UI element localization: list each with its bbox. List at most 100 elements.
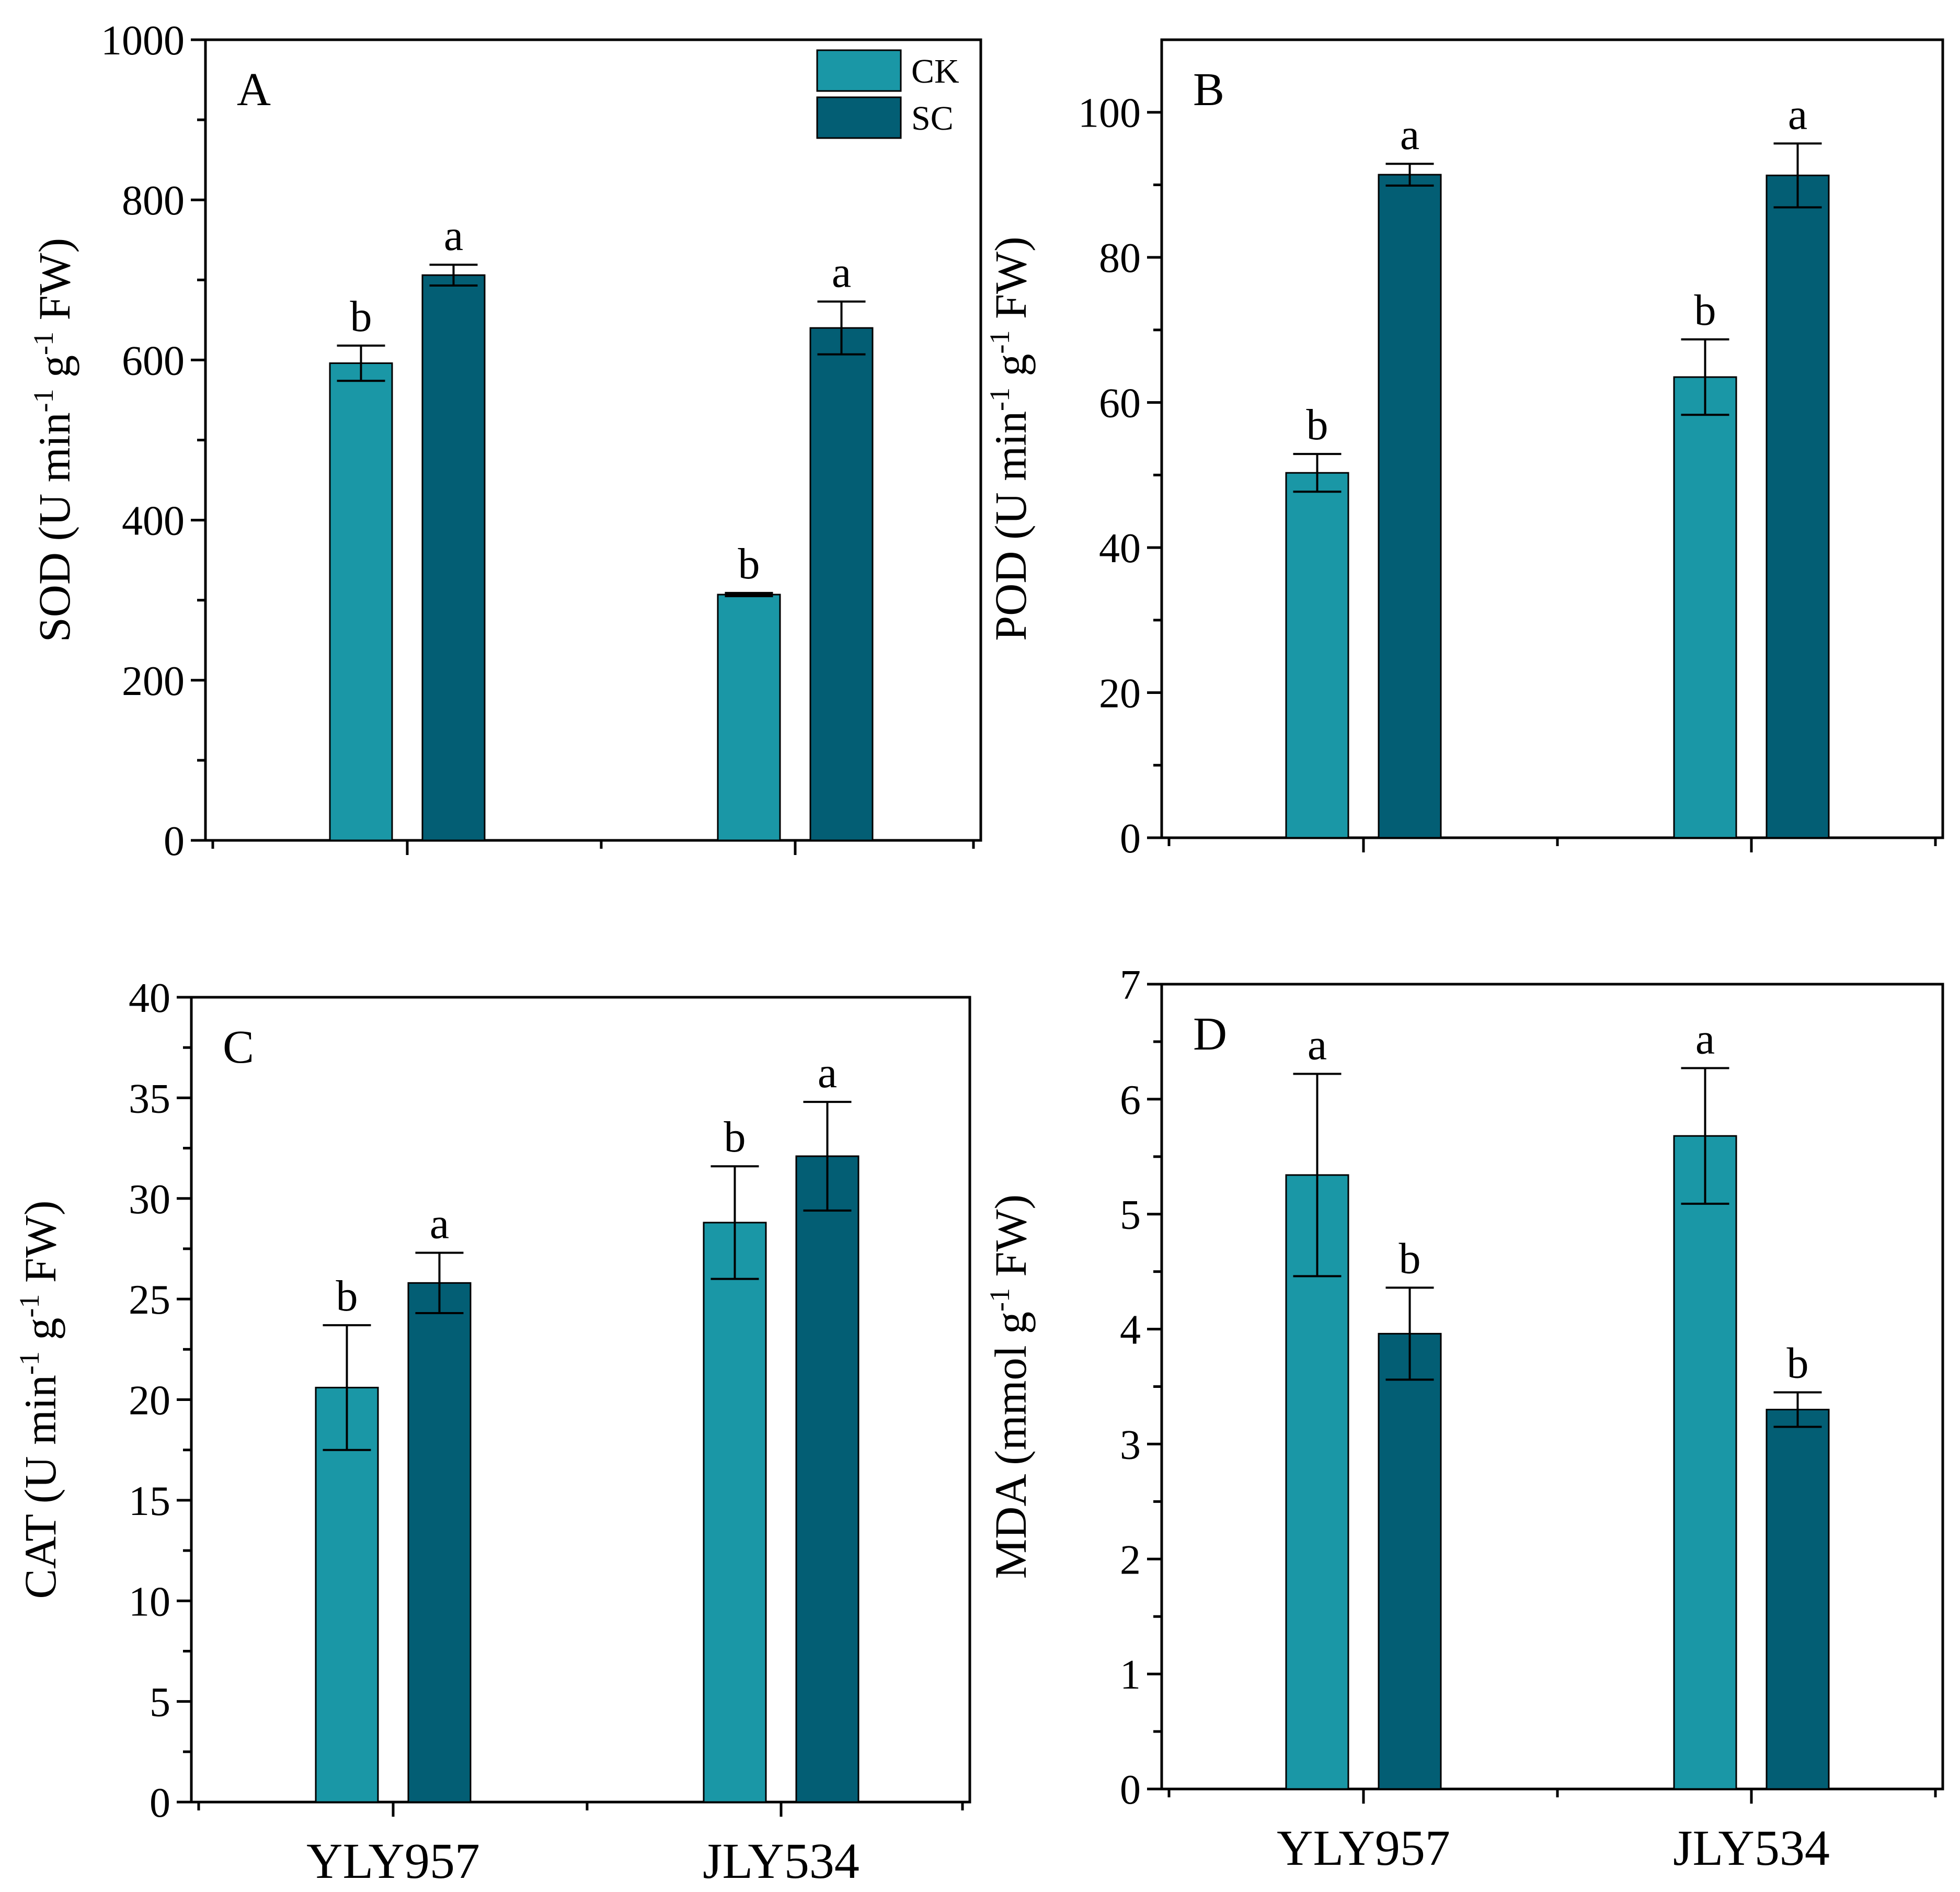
y-axis-title-superscript: -1	[28, 389, 59, 413]
bar-ck	[1285, 1174, 1349, 1790]
panel-letter: A	[237, 64, 271, 116]
y-tick-label: 0	[164, 818, 185, 864]
y-tick-label: 3	[1120, 1422, 1141, 1468]
bar-sc	[407, 1282, 472, 1803]
y-tick-label: 200	[122, 658, 185, 704]
y-axis-title-part: MDA (mmol g	[985, 1312, 1036, 1579]
significance-letter: b	[1787, 1339, 1809, 1387]
legend-label: SC	[911, 99, 954, 138]
bar-ck	[703, 1222, 767, 1803]
bar-ck	[315, 1386, 379, 1803]
y-tick-label: 35	[129, 1076, 170, 1122]
y-tick-label: 600	[122, 338, 185, 384]
y-tick-label: 40	[1099, 526, 1141, 572]
y-axis-title-superscript: -1	[984, 330, 1015, 354]
x-category-label: YLY957	[1277, 1820, 1450, 1876]
legend-label: CK	[911, 52, 959, 90]
y-axis-title-part: CAT (U min	[15, 1375, 65, 1599]
y-axis-title-superscript: -1	[28, 332, 59, 355]
y-axis-title-superscript: -1	[14, 1351, 45, 1375]
y-axis-title-part: g	[985, 354, 1036, 388]
x-category-label: JLY534	[1673, 1820, 1830, 1876]
significance-letter: b	[1399, 1234, 1421, 1283]
bar-ck	[329, 362, 393, 841]
bar-sc	[1378, 1332, 1442, 1790]
panel-letter: C	[223, 1021, 254, 1073]
bar-sc	[1766, 1408, 1830, 1790]
significance-letter: a	[832, 248, 851, 297]
significance-letter: a	[430, 1200, 449, 1248]
y-tick-label: 800	[122, 178, 185, 224]
y-axis-title: POD (U min-1 g-1 FW)	[984, 236, 1036, 641]
y-axis-title-superscript: -1	[14, 1294, 45, 1318]
bar-ck	[1285, 472, 1349, 839]
y-tick-label: 5	[1120, 1192, 1141, 1238]
y-tick-label: 30	[129, 1177, 170, 1223]
y-tick-label: 20	[1099, 671, 1141, 717]
bar-sc	[1766, 174, 1830, 839]
significance-letter: b	[738, 540, 760, 588]
y-axis-title-part: g	[15, 1318, 65, 1352]
significance-letter: a	[1400, 110, 1419, 159]
y-tick-label: 10	[129, 1579, 170, 1625]
y-tick-label: 1	[1120, 1652, 1141, 1698]
x-category-label: YLY957	[306, 1833, 480, 1889]
y-axis-title-part: g	[29, 355, 79, 389]
panel-letter: B	[1193, 64, 1224, 116]
significance-letter: b	[350, 292, 372, 341]
bar-sc	[421, 274, 486, 841]
significance-letter: a	[818, 1048, 837, 1097]
significance-letter: b	[1306, 401, 1328, 449]
y-axis-title-part: POD (U min	[985, 411, 1036, 641]
y-tick-label: 400	[122, 498, 185, 544]
significance-letter: a	[1695, 1015, 1715, 1063]
panel-letter: D	[1193, 1008, 1227, 1060]
bar-ck	[1673, 1135, 1737, 1790]
y-tick-label: 0	[150, 1780, 170, 1826]
y-tick-label: 15	[129, 1478, 170, 1524]
y-axis-title: SOD (U min-1 g-1 FW)	[28, 238, 79, 642]
significance-letter: b	[1694, 286, 1716, 335]
y-tick-label: 80	[1099, 235, 1141, 281]
y-axis-title-part: FW)	[985, 1194, 1036, 1288]
y-axis-title-part: FW)	[15, 1200, 65, 1294]
y-tick-label: 20	[129, 1378, 170, 1424]
y-axis-title-superscript: -1	[984, 1288, 1015, 1312]
y-tick-label: 40	[129, 975, 170, 1021]
bar-ck	[717, 594, 781, 841]
y-tick-label: 25	[129, 1277, 170, 1323]
y-axis-title-part: FW)	[985, 236, 1036, 330]
y-axis-title-superscript: -1	[984, 387, 1015, 411]
y-tick-label: 0	[1120, 816, 1141, 862]
significance-letter: b	[724, 1113, 746, 1161]
bar-sc	[1378, 174, 1442, 839]
y-tick-label: 7	[1120, 962, 1141, 1008]
significance-letter: a	[1788, 90, 1807, 139]
significance-letter: a	[444, 211, 463, 260]
y-tick-label: 100	[1078, 90, 1141, 136]
y-axis-title: CAT (U min-1 g-1 FW)	[14, 1200, 65, 1599]
bar-ck	[1673, 376, 1737, 839]
significance-letter: b	[336, 1272, 358, 1320]
y-tick-label: 6	[1120, 1077, 1141, 1123]
y-tick-label: 5	[150, 1680, 170, 1726]
plot-frame	[1160, 38, 1944, 839]
x-category-label: JLY534	[703, 1833, 859, 1889]
y-axis-title: MDA (mmol g-1 FW)	[984, 1194, 1036, 1579]
y-tick-label: 0	[1120, 1767, 1141, 1813]
y-axis-title-part: SOD (U min	[29, 413, 79, 643]
legend-swatch-sc	[816, 96, 902, 139]
y-tick-label: 1000	[101, 18, 185, 64]
bar-sc	[795, 1155, 859, 1803]
legend-swatch-ck	[816, 49, 902, 92]
bar-sc	[809, 327, 874, 841]
panel-d: 0 1 2 3 4 5 6 7 YLY957 JLY534 MDA (mmol g-1 FW) D a a…	[984, 962, 1944, 1876]
y-tick-label: 4	[1120, 1307, 1141, 1353]
y-tick-label: 60	[1099, 381, 1141, 427]
y-tick-label: 2	[1120, 1537, 1141, 1583]
y-axis-title-part: FW)	[29, 238, 79, 332]
significance-letter: a	[1308, 1020, 1327, 1069]
